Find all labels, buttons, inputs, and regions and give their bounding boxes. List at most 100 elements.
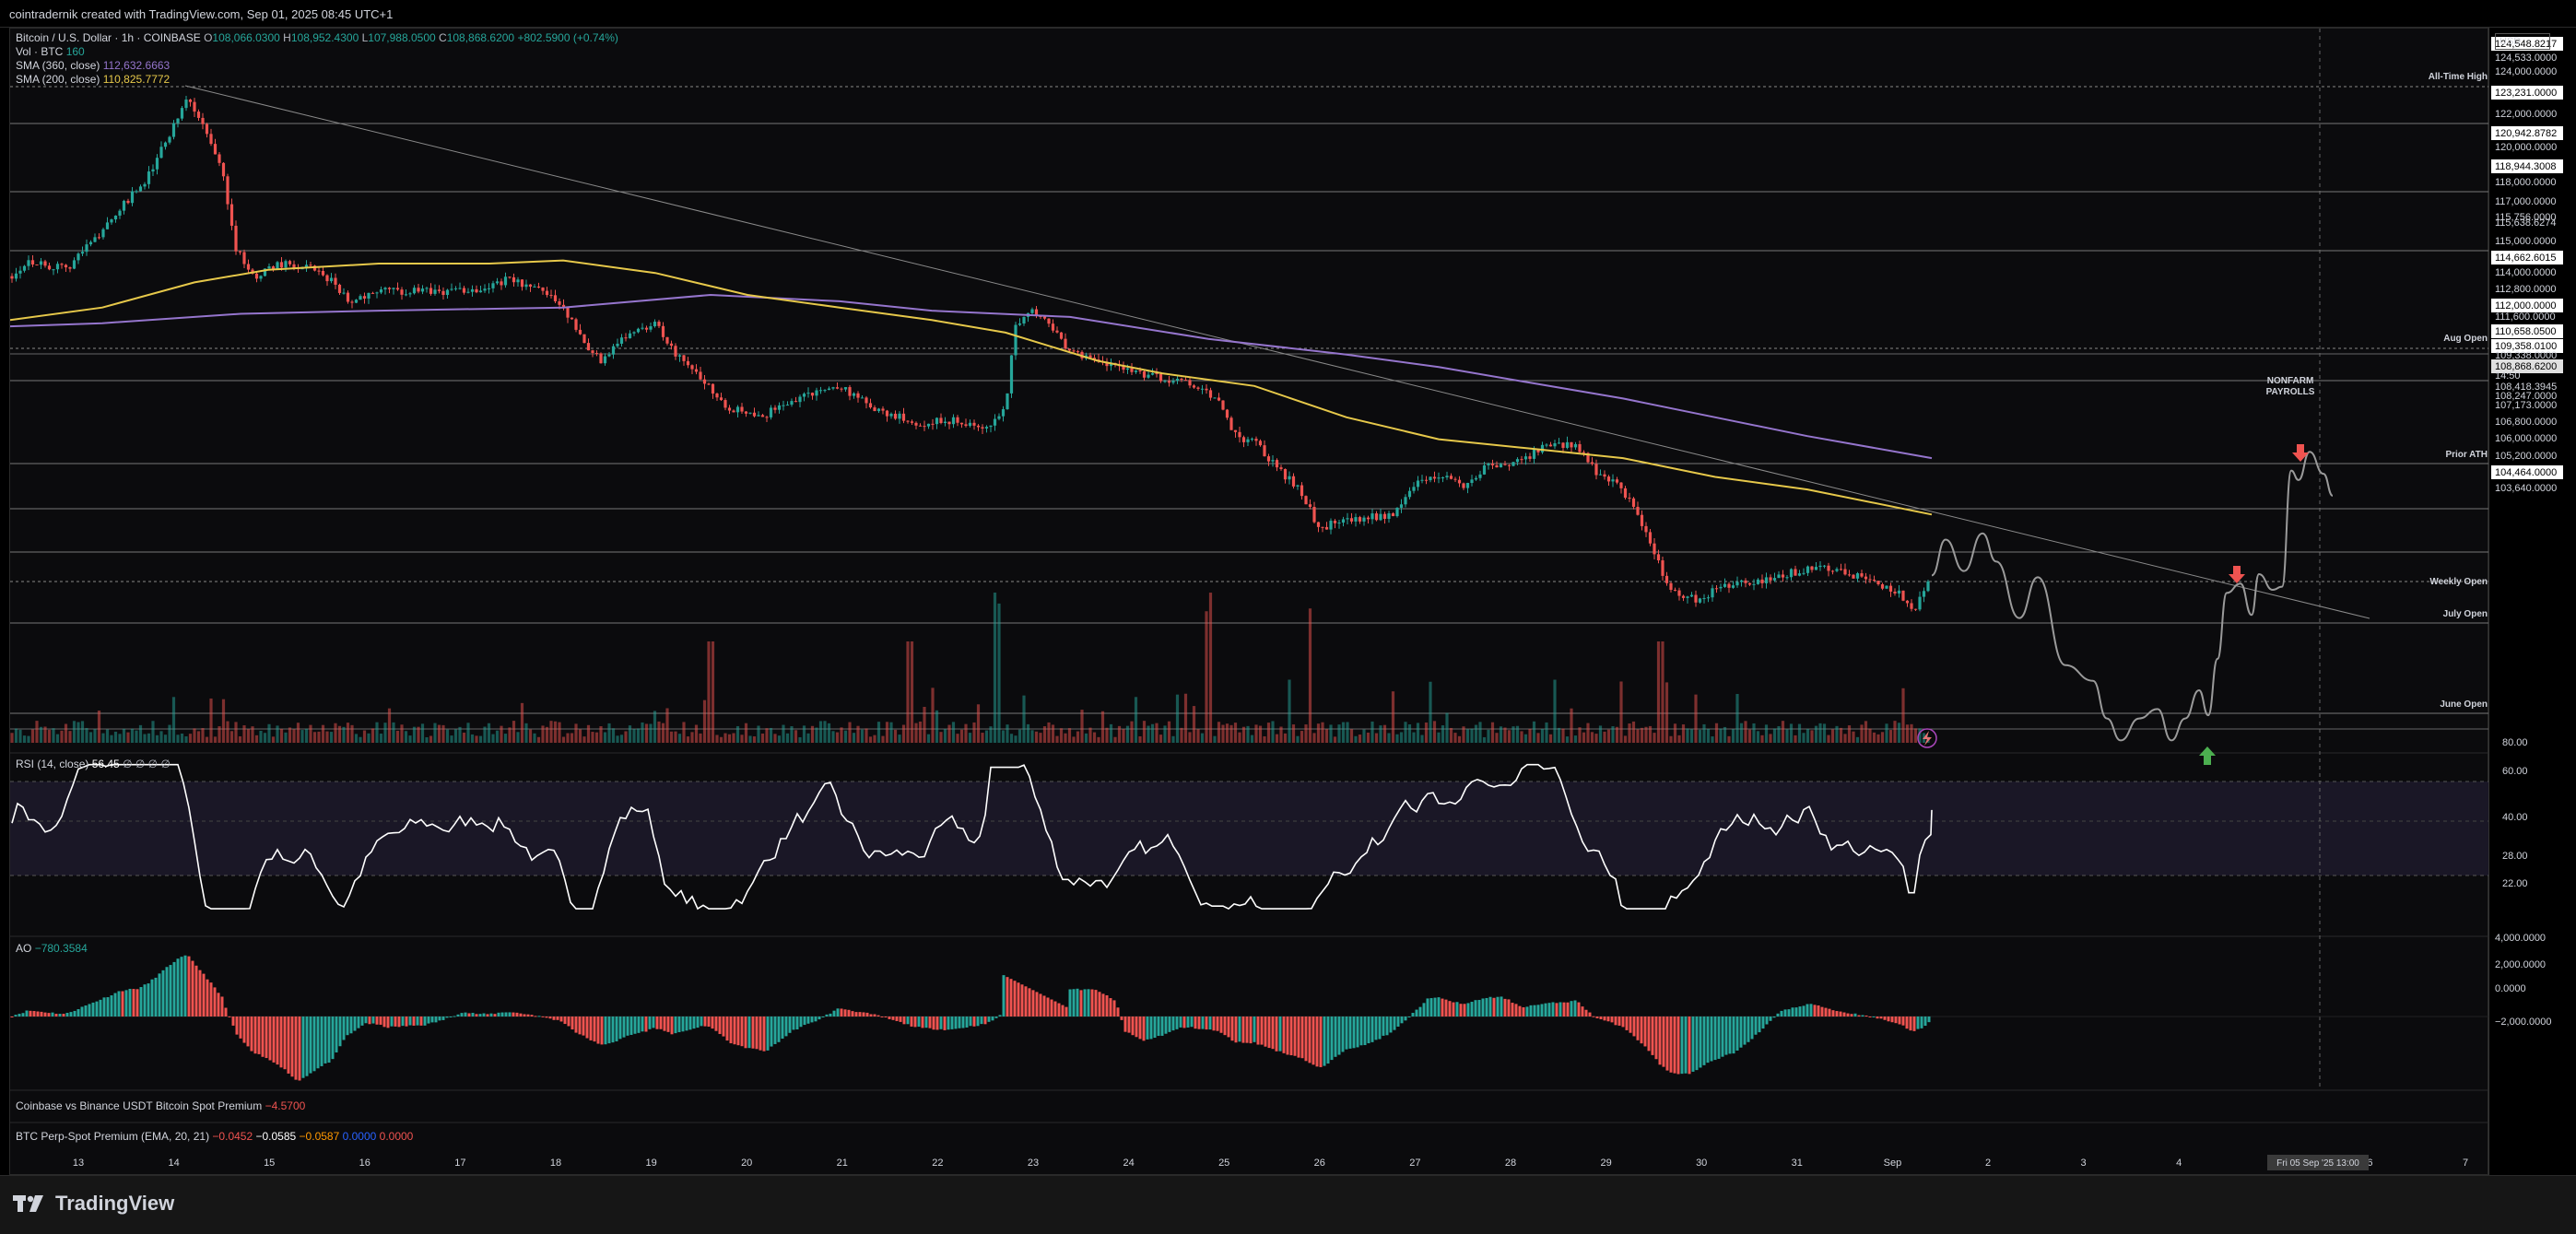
ao-bar (1735, 1017, 1739, 1051)
volume-bar (823, 721, 827, 743)
ao-legend-label[interactable]: AO (16, 942, 32, 955)
volume-bar (292, 729, 296, 743)
candle-body (665, 336, 669, 344)
candle-body (616, 343, 619, 347)
candle-body (1391, 513, 1395, 517)
perp-legend-v4: 0.0000 (342, 1130, 377, 1143)
volume-bar (350, 724, 354, 743)
ao-bar (1743, 1017, 1747, 1045)
volume-legend-label[interactable]: Vol · BTC (16, 45, 64, 58)
main-pane-legend[interactable]: Bitcoin / U.S. Dollar · 1h · COINBASE O1… (16, 31, 618, 86)
ao-bar (110, 995, 113, 1017)
ao-bar (1901, 1017, 1905, 1026)
symbol-title[interactable]: Bitcoin / U.S. Dollar · 1h · COINBASE (16, 31, 201, 44)
price-axis-label: 110,658.0500 (2495, 326, 2556, 337)
sma200-legend-label[interactable]: SMA (200, close) (16, 73, 100, 86)
ao-bar (1304, 1017, 1308, 1062)
volume-bar (1308, 608, 1312, 743)
candle-body (80, 252, 85, 254)
ao-bar (117, 991, 121, 1017)
candle-body (1457, 479, 1462, 484)
rsi-pane-legend[interactable]: RSI (14, close) 56.45 ∅ ∅ ∅ ∅ (16, 758, 171, 770)
candle-body (711, 383, 715, 394)
time-axis[interactable]: 13 14 15 16 17 18 19 20 21 22 23 24 25 26 27 28 29 30 31 Se… (9, 1152, 2488, 1175)
rsi-legend-label[interactable]: RSI (14, close) (16, 758, 89, 770)
chart-area[interactable]: All-Time High Aug Open Prior ATH Weekly … (9, 28, 2489, 1176)
candle-body (1495, 464, 1499, 468)
ao-bar (1617, 1017, 1621, 1026)
candle-body (1744, 580, 1747, 583)
ao-pane-legend[interactable]: AO −780.3584 (16, 942, 88, 955)
ao-bar (567, 1017, 570, 1027)
ao-bar (500, 1012, 504, 1017)
volume-bar (1802, 733, 1806, 743)
candle-body (196, 112, 201, 118)
volume-bar (699, 733, 702, 743)
ao-bar (1529, 1005, 1533, 1017)
volume-bar (1623, 735, 1628, 743)
volume-bar (785, 733, 790, 743)
candle-body (39, 261, 43, 265)
sma360-legend-label[interactable]: SMA (360, close) (16, 59, 100, 72)
volume-bar (1445, 712, 1449, 743)
rsi-legend-extras: ∅ ∅ ∅ ∅ (123, 758, 171, 770)
volume-bar (1333, 736, 1337, 743)
candle-body (840, 388, 843, 390)
volume-bar (226, 721, 229, 743)
ao-bar (692, 1017, 696, 1029)
ao-bar (843, 1009, 847, 1017)
candle-body (1316, 522, 1321, 527)
candle-body (1092, 358, 1097, 360)
price-axis-label: 109,358.0100 (2495, 341, 2557, 352)
candle-body (105, 222, 110, 229)
candle-body (93, 237, 97, 242)
ao-bar (257, 1017, 261, 1054)
volume-bar (420, 723, 425, 743)
lightning-icon[interactable] (1917, 728, 1937, 748)
candle-body (1893, 591, 1897, 593)
price-axis-label: 112,800.0000 (2495, 284, 2556, 295)
price-axis-label: 14:50 (2495, 370, 2521, 382)
ao-bar (147, 983, 150, 1017)
volume-bar (387, 708, 392, 743)
candle-body (653, 322, 657, 327)
candle-body (1183, 380, 1188, 382)
candle-body (1507, 464, 1511, 466)
candle-body (1333, 521, 1337, 523)
candle-body (1312, 506, 1316, 523)
volume-bar (1653, 733, 1656, 743)
ao-bar (309, 1017, 312, 1074)
ao-bar (932, 1017, 935, 1030)
price-axis-label: 112,000.0000 (2495, 300, 2556, 311)
candle-body (1001, 409, 1006, 417)
volume-bar (1064, 733, 1067, 743)
ao-bar (600, 1017, 604, 1045)
ao-bar (1245, 1017, 1249, 1043)
ao-bar (1798, 1006, 1802, 1017)
volume-bar (1429, 681, 1432, 743)
candle-body (113, 215, 118, 220)
candle-body (304, 264, 309, 269)
perp-pane-legend[interactable]: BTC Perp-Spot Premium (EMA, 20, 21) −0.0… (16, 1130, 413, 1143)
premium-pane-legend[interactable]: Coinbase vs Binance USDT Bitcoin Spot Pr… (16, 1099, 305, 1112)
candle-body (1843, 569, 1847, 575)
premium-legend-label[interactable]: Coinbase vs Binance USDT Bitcoin Spot Pr… (16, 1099, 263, 1112)
volume-bar (151, 721, 155, 743)
price-axis[interactable]: 124,548.8217 124,533.0000 124,000.0000 123,… (2488, 28, 2576, 1175)
candle-body (213, 144, 218, 155)
chart-canvas[interactable]: All-Time High Aug Open Prior ATH Weekly … (9, 29, 2489, 1176)
volume-bar (1885, 723, 1888, 743)
red-arrow-down-icon (2292, 444, 2309, 462)
candle-body (591, 350, 594, 354)
candle-body (910, 421, 914, 423)
ao-bar (817, 1017, 821, 1020)
ao-axis-label: 2,000.0000 (2495, 959, 2546, 970)
volume-bar (1698, 729, 1702, 743)
ao-bar (397, 1017, 401, 1028)
currency-button[interactable]: USD (2495, 33, 2550, 50)
tradingview-logo[interactable]: TradingView (13, 1192, 174, 1216)
perp-legend-label[interactable]: BTC Perp-Spot Premium (EMA, 20, 21) (16, 1130, 210, 1143)
volume-bar (1868, 728, 1872, 743)
price-axis-label: 120,000.0000 (2495, 142, 2557, 153)
candle-body (495, 281, 500, 284)
